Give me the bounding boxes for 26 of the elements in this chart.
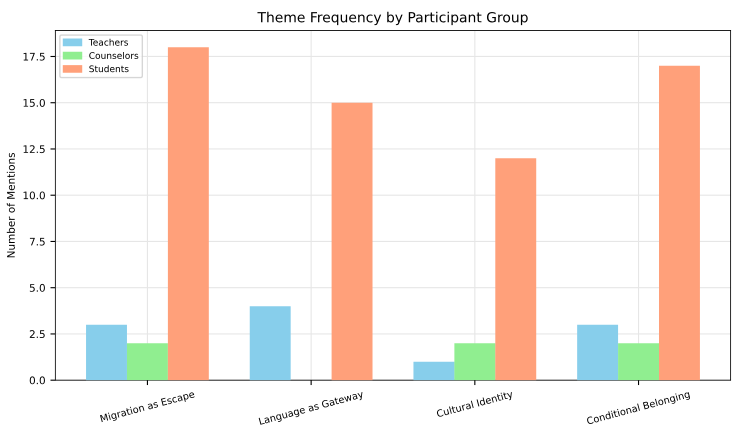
y-tick-label: 7.5 <box>30 238 45 246</box>
y-tick-label: 2.5 <box>30 330 45 338</box>
bar <box>659 66 700 380</box>
legend-label: Students <box>89 65 129 72</box>
y-tick-label: 15.0 <box>24 98 45 107</box>
bar <box>618 343 659 380</box>
bar <box>332 102 373 380</box>
bar <box>168 47 209 380</box>
y-axis-title: Number of Mentions <box>6 152 15 258</box>
y-tick-label: 0.0 <box>30 376 45 384</box>
legend-label: Counselors <box>89 52 138 59</box>
bar <box>413 362 454 380</box>
chart-title: Theme Frequency by Participant Group <box>257 12 528 26</box>
legend-label: Teachers <box>88 38 128 46</box>
bar <box>86 324 127 380</box>
y-tick-label: 12.5 <box>24 145 45 154</box>
x-tick-label: Migration as Escape <box>100 390 196 424</box>
bar <box>454 343 496 380</box>
bar <box>126 343 168 380</box>
bar <box>577 324 618 380</box>
y-tick-label: 5.0 <box>30 284 45 292</box>
x-tick-label: Cultural Identity <box>436 390 514 420</box>
y-tick-label: 17.5 <box>24 52 45 61</box>
bar <box>495 158 536 380</box>
bar <box>250 306 291 380</box>
y-tick-label: 10.0 <box>24 191 45 200</box>
